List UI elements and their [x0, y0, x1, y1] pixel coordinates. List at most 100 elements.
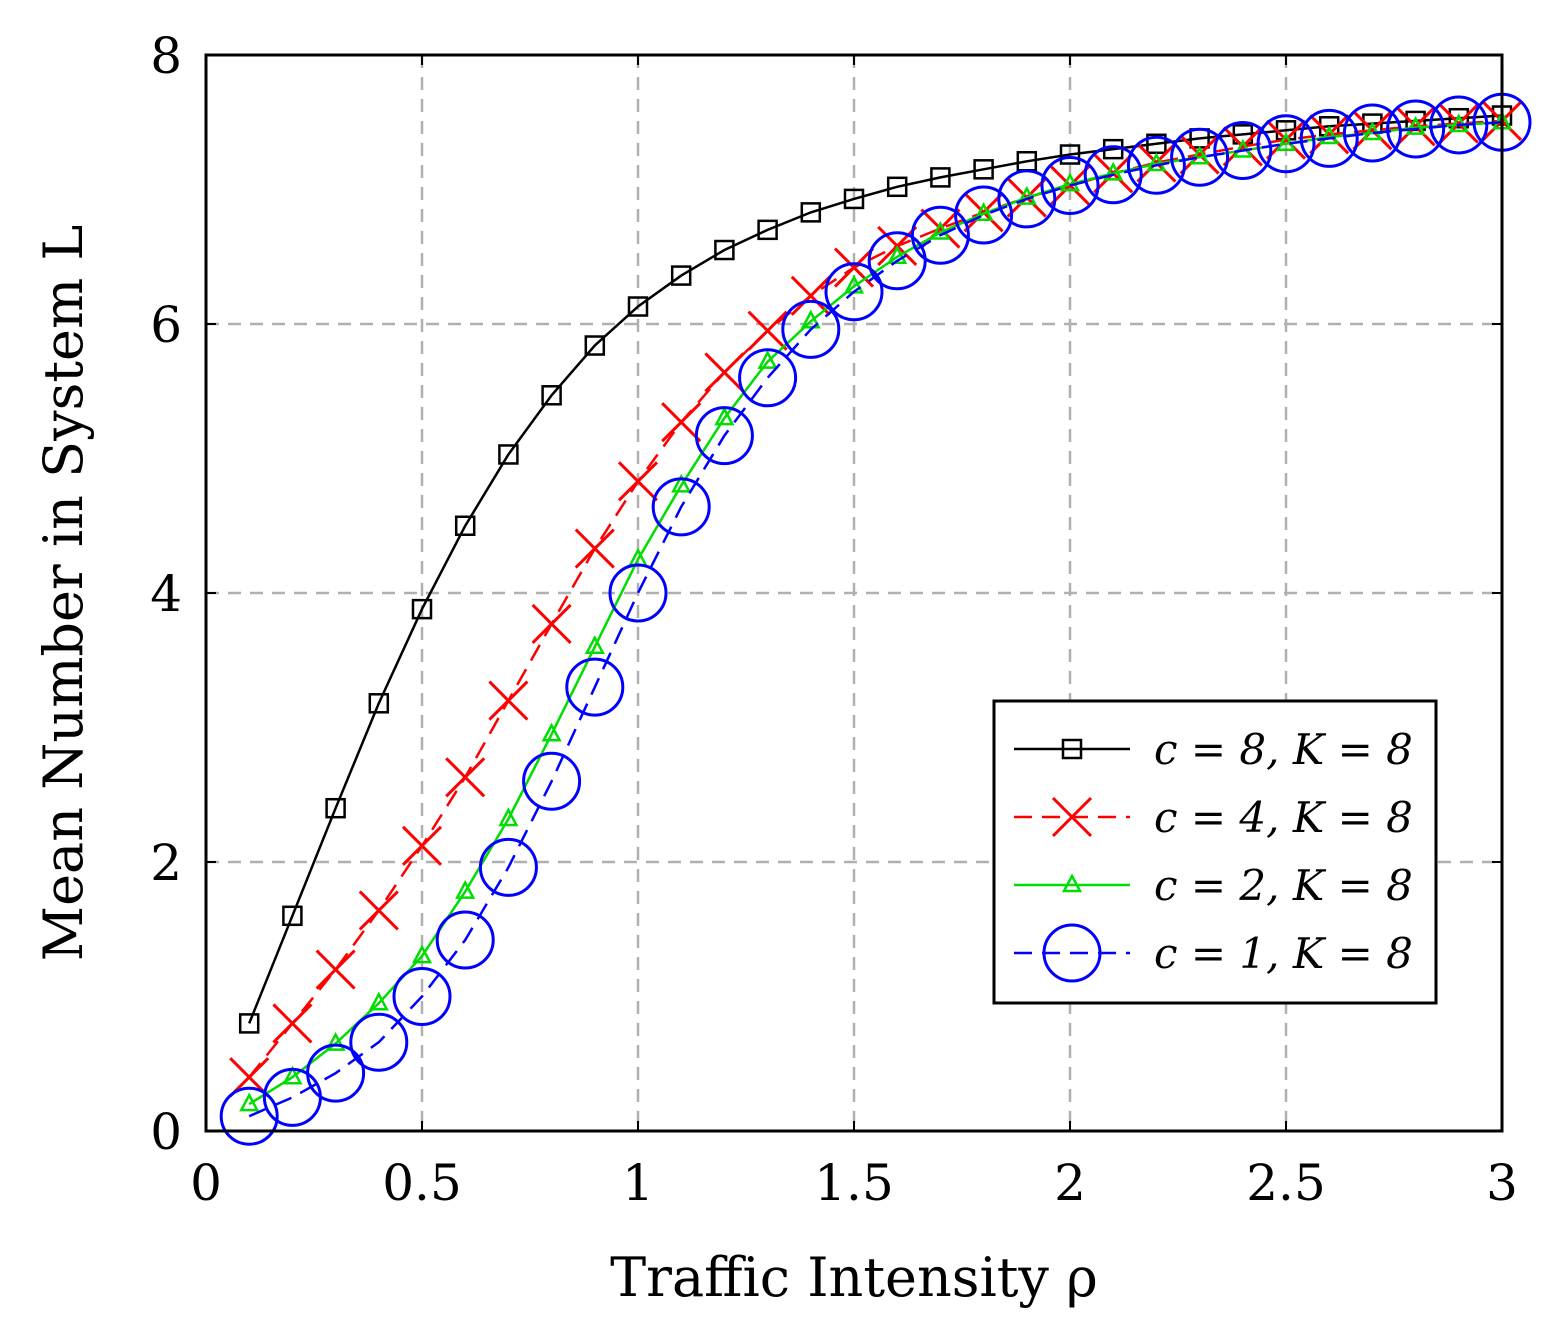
y-tick-label: 2 [150, 834, 182, 892]
legend-box [992, 699, 1438, 1005]
series-c-4-k-8 [229, 100, 1523, 1098]
data-point [651, 477, 711, 537]
data-point [1222, 126, 1263, 167]
legend-label: c = 8, K = 8 [1154, 725, 1413, 774]
legend-label: c = 1, K = 8 [1154, 929, 1413, 978]
data-point [541, 722, 562, 742]
data-point [910, 205, 970, 265]
legend-entry: c = 4, K = 8 [1014, 793, 1413, 842]
data-point [1386, 99, 1446, 159]
data-point [661, 402, 702, 443]
data-point [800, 309, 821, 329]
data-point [867, 231, 927, 291]
data-point [349, 1012, 409, 1072]
data-point [954, 185, 1014, 245]
data-point [411, 944, 433, 964]
data-point [886, 176, 908, 198]
data-point [1170, 127, 1230, 187]
data-point [325, 797, 346, 819]
data-point [1146, 152, 1167, 172]
data-point [1309, 114, 1350, 155]
legend-entry: c = 2, K = 8 [1014, 861, 1413, 910]
data-point [455, 879, 476, 899]
x-tick-label: 1 [622, 1154, 654, 1212]
data-point [1299, 108, 1359, 168]
data-point [1136, 142, 1177, 183]
data-point [325, 1031, 346, 1051]
data-point [498, 444, 519, 465]
data-point [930, 167, 951, 188]
y-tick-label: 0 [150, 1103, 182, 1161]
legend: c = 8, K = 8 c = 4, K = 8 c = 2, K = 8 c = … [992, 699, 1438, 1005]
data-point [843, 188, 865, 210]
data-point [368, 693, 390, 714]
data-point [714, 406, 735, 426]
data-point [1265, 119, 1307, 160]
x-tick-label: 2 [1054, 1154, 1086, 1212]
legend-label: c = 2, K = 8 [1154, 861, 1413, 910]
data-point [1352, 110, 1393, 151]
y-axis-title: Mean Number in System L [32, 225, 95, 961]
data-point [1016, 185, 1037, 205]
data-point [315, 949, 356, 990]
series-line [248, 114, 1503, 1024]
data-point [617, 461, 659, 502]
data-point [833, 247, 875, 288]
data-point [488, 680, 529, 721]
data-point [1256, 114, 1316, 174]
data-point [445, 757, 486, 798]
data-point [411, 598, 433, 620]
data-point [694, 406, 754, 466]
y-tick-label: 8 [150, 27, 182, 85]
data-point [454, 515, 476, 536]
data-point [627, 296, 649, 317]
data-point [282, 1065, 303, 1085]
data-point [1342, 103, 1402, 163]
data-point [401, 825, 443, 866]
data-point [306, 1043, 366, 1103]
data-point [747, 310, 788, 351]
data-point [1319, 125, 1340, 145]
data-point [1429, 95, 1489, 155]
data-point [541, 385, 562, 406]
data-point [1083, 145, 1143, 205]
data-point [670, 265, 692, 286]
data-point [738, 348, 798, 408]
x-tick-label: 2.5 [1246, 1154, 1326, 1212]
data-point [584, 635, 605, 655]
data-point [1059, 144, 1081, 165]
data-point [282, 905, 303, 927]
data-point [973, 202, 994, 221]
data-point [498, 807, 519, 827]
data-point [704, 352, 745, 393]
data-point [584, 335, 606, 356]
data-point [997, 169, 1057, 229]
data-point [1395, 106, 1436, 147]
legend-entry: c = 8, K = 8 [1014, 725, 1413, 774]
data-point [522, 751, 582, 811]
ticks: 0 0.5 1 1.5 2 2.5 3 0 2 4 6 8 [150, 27, 1518, 1212]
data-point [219, 1086, 279, 1146]
data-point [358, 890, 399, 931]
data-point [531, 603, 572, 644]
data-point [608, 563, 668, 623]
data-point [1059, 172, 1081, 192]
legend-marker [1042, 923, 1102, 983]
data-point [781, 299, 841, 359]
x-tick-label: 3 [1486, 1154, 1518, 1212]
data-point [435, 910, 495, 970]
data-point [963, 192, 1004, 233]
data-point [1103, 161, 1124, 181]
legend-label: c = 4, K = 8 [1154, 793, 1413, 842]
data-point [1179, 134, 1220, 175]
data-point [1040, 155, 1100, 215]
data-point [1438, 103, 1479, 144]
data-point [478, 837, 538, 897]
data-point [272, 1003, 313, 1044]
data-point [392, 967, 452, 1026]
data-point [757, 219, 778, 241]
data-point [757, 350, 778, 369]
y-tick-label: 6 [150, 296, 182, 354]
